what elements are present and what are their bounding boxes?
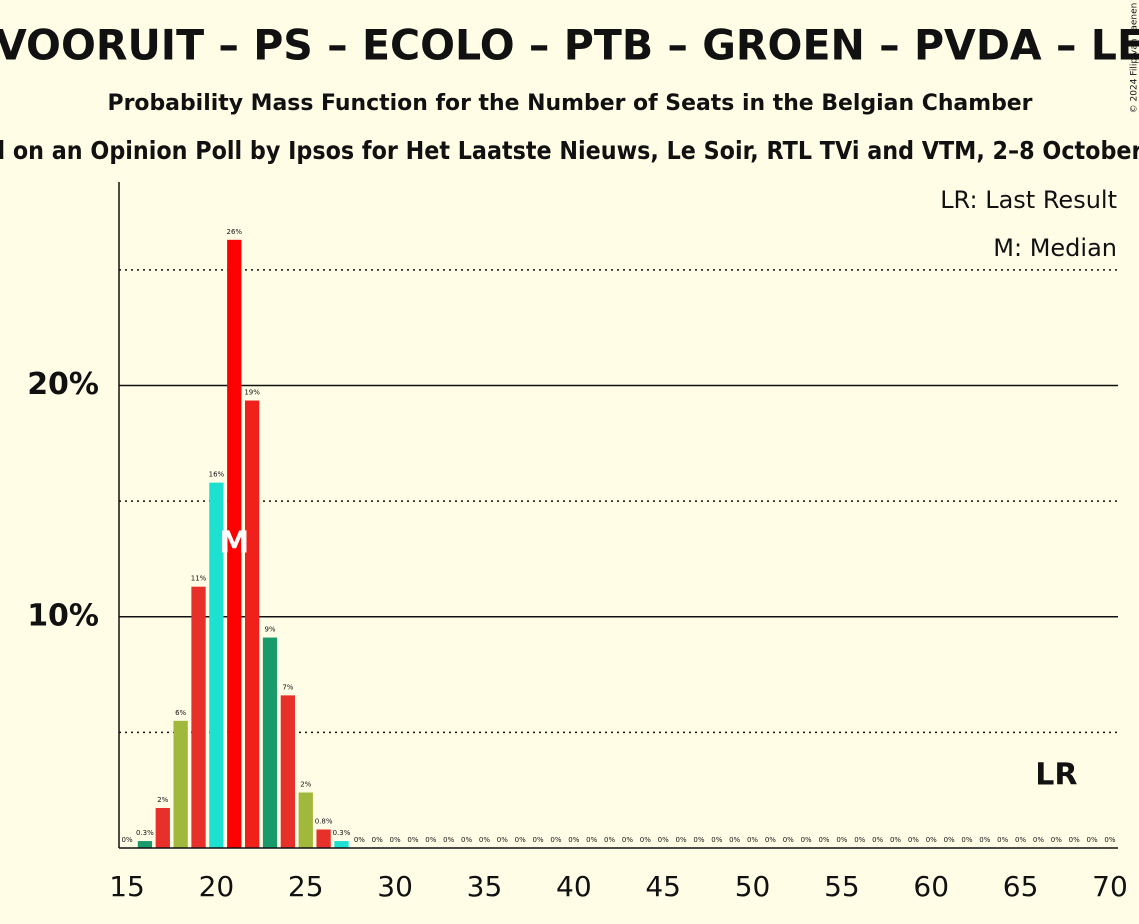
value-label: 0% xyxy=(890,836,901,844)
value-label: 0.8% xyxy=(315,818,333,826)
value-label: 0% xyxy=(407,836,418,844)
value-label: 0.3% xyxy=(333,829,351,837)
x-tick-label: 25 xyxy=(288,870,324,903)
bar xyxy=(137,841,153,848)
value-label: 0% xyxy=(479,836,490,844)
value-label: 7% xyxy=(282,683,293,691)
value-label: 0% xyxy=(872,836,883,844)
value-label: 0% xyxy=(1087,836,1098,844)
bar xyxy=(262,637,278,848)
value-label: 0% xyxy=(747,836,758,844)
value-label: 19% xyxy=(244,389,260,397)
x-tick-label: 30 xyxy=(377,870,413,903)
value-label: 6% xyxy=(175,709,186,717)
value-label: 0% xyxy=(568,836,579,844)
value-label: 0% xyxy=(586,836,597,844)
value-label: 0% xyxy=(801,836,812,844)
bar xyxy=(155,807,170,848)
value-label: 0% xyxy=(550,836,561,844)
value-label: 0% xyxy=(461,836,472,844)
value-label: 0% xyxy=(944,836,955,844)
value-label: 11% xyxy=(191,575,207,583)
value-label: 0% xyxy=(443,836,454,844)
value-label: 0% xyxy=(961,836,972,844)
value-label: 0% xyxy=(1069,836,1080,844)
x-tick-label: 65 xyxy=(1003,870,1039,903)
value-label: 26% xyxy=(226,228,242,236)
last-result-marker: LR xyxy=(1035,758,1077,793)
bar xyxy=(316,829,331,848)
bar xyxy=(244,400,260,848)
value-label: 0.3% xyxy=(136,829,154,837)
x-tick-label: 45 xyxy=(645,870,681,903)
value-label: 0% xyxy=(836,836,847,844)
chart-title: VOORUIT – PS – ECOLO – PTB – GROEN – PVD… xyxy=(0,21,1139,70)
value-label: 0% xyxy=(658,836,669,844)
value-label: 0% xyxy=(979,836,990,844)
value-label: 0% xyxy=(1104,836,1115,844)
value-label: 0% xyxy=(372,836,383,844)
value-label: 0% xyxy=(640,836,651,844)
value-label: 0% xyxy=(533,836,544,844)
value-label: 0% xyxy=(765,836,776,844)
value-label: 0% xyxy=(908,836,919,844)
x-tick-label: 70 xyxy=(1092,870,1128,903)
value-label: 0% xyxy=(693,836,704,844)
x-tick-label: 50 xyxy=(735,870,771,903)
value-label: 0% xyxy=(1033,836,1044,844)
source-line: l on an Opinion Poll by Ipsos for Het La… xyxy=(0,136,1139,165)
bar xyxy=(227,239,242,848)
value-label: 0% xyxy=(425,836,436,844)
x-tick-label: 40 xyxy=(556,870,592,903)
bar xyxy=(173,720,188,848)
value-label: 0% xyxy=(622,836,633,844)
value-label: 0% xyxy=(1051,836,1062,844)
x-tick-label: 60 xyxy=(913,870,949,903)
x-tick-label: 15 xyxy=(109,870,145,903)
value-label: 0% xyxy=(675,836,686,844)
value-label: 0% xyxy=(497,836,508,844)
legend-entry: M: Median xyxy=(993,234,1117,262)
value-label: 0% xyxy=(926,836,937,844)
x-tick-label: 55 xyxy=(824,870,860,903)
value-label: 2% xyxy=(300,781,311,789)
value-label: 0% xyxy=(515,836,526,844)
bar xyxy=(280,695,296,848)
value-label: 0% xyxy=(711,836,722,844)
bar xyxy=(191,586,206,848)
y-tick-label: 10% xyxy=(27,598,99,633)
value-label: 0% xyxy=(854,836,865,844)
bar xyxy=(298,792,313,848)
legend-entry: LR: Last Result xyxy=(940,186,1117,214)
value-label: 0% xyxy=(604,836,615,844)
chart-subtitle: Probability Mass Function for the Number… xyxy=(108,91,1033,116)
value-label: 0% xyxy=(783,836,794,844)
y-tick-label: 20% xyxy=(27,367,99,402)
copyright: © 2024 Filip van Laenen xyxy=(1130,3,1139,114)
value-label: 0% xyxy=(729,836,740,844)
value-label: 0% xyxy=(1015,836,1026,844)
bar xyxy=(209,482,224,848)
value-label: 0% xyxy=(354,836,365,844)
value-label: 0% xyxy=(121,836,132,844)
x-tick-label: 35 xyxy=(467,870,503,903)
value-label: 0% xyxy=(997,836,1008,844)
value-label: 0% xyxy=(390,836,401,844)
median-marker: M xyxy=(219,525,249,560)
value-label: 16% xyxy=(209,471,225,479)
x-tick-label: 20 xyxy=(199,870,235,903)
value-label: 2% xyxy=(157,796,168,804)
value-label: 0% xyxy=(818,836,829,844)
bar xyxy=(334,841,349,848)
value-label: 9% xyxy=(264,626,275,634)
